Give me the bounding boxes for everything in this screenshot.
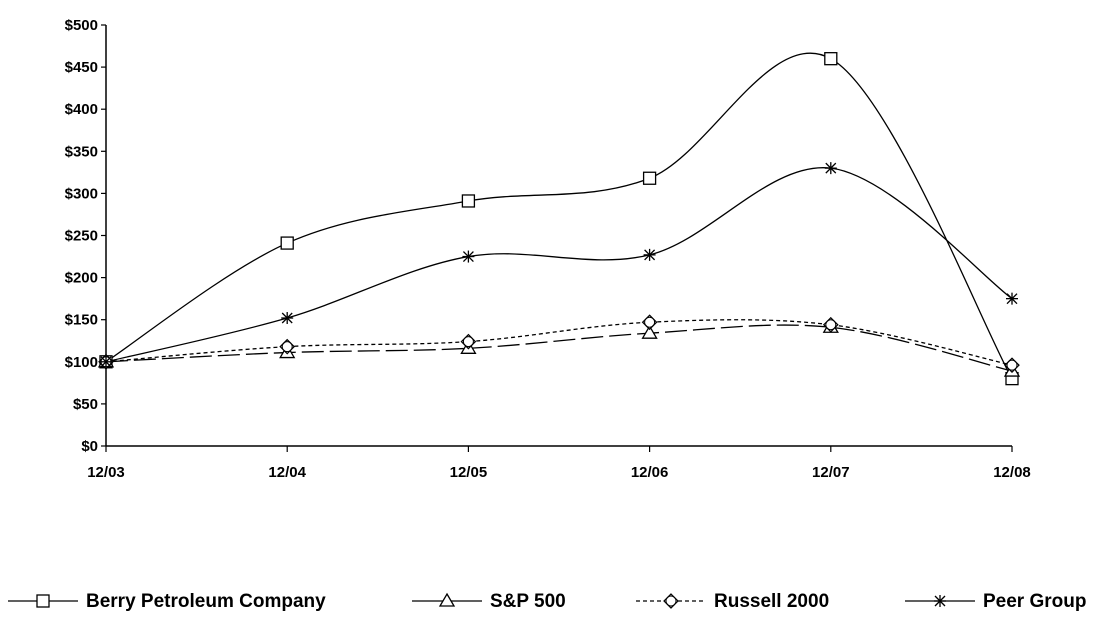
y-tick-label: $100 (65, 354, 98, 371)
legend-item-s-p-500: S&P 500 (412, 591, 566, 612)
data-point-berry-petroleum-company (824, 52, 838, 66)
legend-marker-triangle-icon (438, 592, 456, 607)
x-tick-label: 12/06 (631, 464, 669, 481)
legend-label: Peer Group (983, 591, 1086, 612)
data-point-russell-2000 (279, 338, 296, 355)
legend-label: Berry Petroleum Company (86, 591, 326, 612)
data-point-russell-2000 (822, 316, 839, 333)
series-line-s-p-500 (105, 324, 1013, 372)
axes (105, 25, 1012, 447)
series-line-russell-2000 (105, 319, 1013, 366)
series-line-peer-group (105, 167, 1013, 363)
x-tick-label: 12/03 (87, 464, 125, 481)
y-tick-label: $150 (65, 312, 98, 329)
data-point-peer-group (824, 162, 837, 175)
legend-item-berry-petroleum-company: Berry Petroleum Company (8, 591, 326, 612)
data-point-s-p-500 (641, 324, 658, 339)
series-line-berry-petroleum-company (105, 52, 1013, 379)
legend-marker-diamond-icon (663, 593, 679, 609)
data-point-berry-petroleum-company (280, 236, 294, 250)
legend: Berry Petroleum Company S&P 500 Russell 20… (8, 591, 1086, 612)
y-tick-label: $0 (81, 438, 98, 455)
data-point-berry-petroleum-company (642, 171, 657, 185)
data-point-russell-2000 (460, 333, 477, 350)
y-tick-label: $400 (65, 101, 98, 118)
y-tick-label: $450 (65, 59, 98, 76)
data-point-peer-group (1006, 292, 1018, 305)
x-tick-label: 12/07 (812, 464, 850, 481)
y-tick-label: $250 (65, 228, 98, 245)
legend-item-russell-2000: Russell 2000 (636, 591, 829, 612)
data-point-peer-group (281, 312, 294, 325)
y-tick-label: $350 (65, 143, 98, 160)
series-lines (105, 52, 1013, 379)
legend-item-peer-group: Peer Group (905, 591, 1086, 612)
data-point-peer-group (100, 355, 112, 368)
x-tick-label: 12/08 (993, 464, 1031, 481)
x-axis-ticks: 12/03 12/04 12/05 12/06 12/07 12/08 (87, 446, 1031, 481)
y-tick-label: $300 (65, 185, 98, 202)
data-point-peer-group (462, 250, 475, 263)
legend-label: S&P 500 (490, 591, 566, 612)
data-point-russell-2000 (1004, 357, 1020, 374)
legend-label: Russell 2000 (714, 591, 829, 612)
data-point-peer-group (643, 248, 656, 261)
y-tick-label: $50 (73, 396, 98, 413)
legend-marker-asterisk-icon (934, 595, 946, 607)
legend-marker-square-icon (36, 594, 50, 608)
y-tick-label: $500 (65, 17, 98, 34)
series-markers (97, 52, 1021, 386)
y-tick-label: $200 (65, 270, 98, 287)
x-tick-label: 12/04 (268, 464, 306, 481)
data-point-russell-2000 (641, 314, 658, 331)
x-tick-label: 12/05 (450, 464, 488, 481)
y-axis-ticks: $0 $50 $100 $150 $200 $250 $300 $350 $400 $450 $50… (65, 17, 106, 455)
data-point-berry-petroleum-company (461, 194, 476, 208)
